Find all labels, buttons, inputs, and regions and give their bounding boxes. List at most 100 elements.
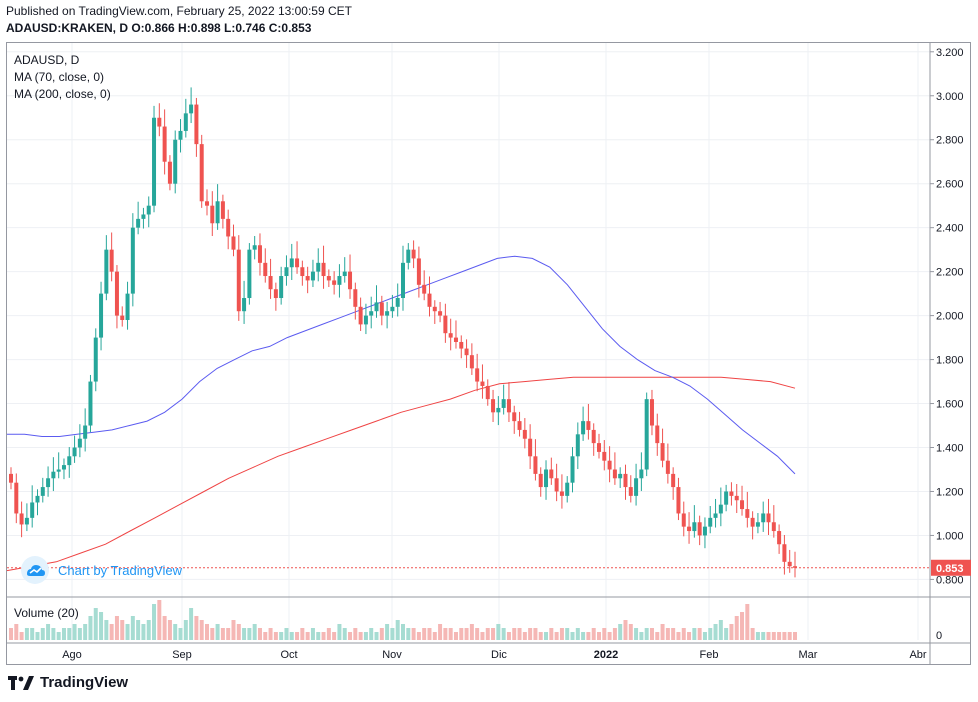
candle-body [575,434,580,457]
volume-bar [740,612,745,640]
volume-bar [750,628,755,640]
price-tick-label: 2.000 [936,311,964,323]
candle-body [141,214,146,219]
candle-body [284,267,289,277]
price-tick-label: 1.200 [936,486,964,498]
volume-bar [787,632,792,640]
candle-body [136,218,141,228]
volume-bar [35,632,40,640]
volume-bar [247,628,252,640]
time-tick-label: Dic [491,649,507,661]
candle-body [448,333,453,338]
candle-body [268,276,273,290]
volume-bar [358,632,363,640]
volume-bar [453,632,458,640]
volume-bar [734,616,739,640]
time-tick-label: Abr [909,649,926,661]
volume-bar [554,632,559,640]
volume-bar [210,628,215,640]
volume-bar [24,628,29,640]
volume-bar [395,620,400,640]
volume-bar [565,628,570,640]
volume-bar [332,632,337,640]
candle-body [570,456,575,483]
candle-body [761,513,766,523]
footer-brand[interactable]: TradingView [8,674,128,691]
candle-body [289,258,294,268]
volume-bar [475,628,480,640]
volume-bar [612,628,617,640]
volume-bar [538,632,543,640]
volume-bar [146,620,151,640]
volume-bar [231,620,236,640]
candle-body [46,478,51,488]
volume-bar [655,632,660,640]
candle-body [644,399,649,470]
volume-bar [385,624,390,640]
candle-body [152,117,157,206]
candle-body [517,421,522,430]
volume-label: Volume (20) [14,606,79,620]
candle-body [189,104,194,114]
volume-bar [284,628,289,640]
candle-body [9,473,13,483]
grid [7,43,930,640]
candle-body [109,249,114,272]
volume-bar [236,624,241,640]
volume-bar [660,624,665,640]
candle-body [19,513,24,525]
candle-body [607,460,612,470]
candle-body [427,293,432,307]
candle-body [438,311,443,316]
candle-body [512,412,517,422]
volume-bar [724,628,729,640]
volume-bar [544,632,549,640]
candle-body [385,311,390,316]
candle-body [273,289,278,299]
chart-by-badge[interactable]: Chart by TradingView [20,555,182,585]
candle-body [279,276,284,299]
volume-bar [162,616,167,640]
candle-body [77,438,82,448]
candle-body [231,236,236,250]
volume-bar [708,628,713,640]
candle-body [353,289,358,307]
candle-body [771,522,776,532]
volume-bar [506,632,511,640]
volume-bar [342,628,347,640]
volume-bar [702,632,707,640]
candle-body [681,513,686,527]
volume-bar [9,628,13,640]
volume-bar [713,624,718,640]
volume-bar [56,632,61,640]
chart-frame [6,42,971,665]
candle-body [411,249,416,259]
volume-bar [644,628,649,640]
volume-bar [634,628,639,640]
candle-body [713,513,718,518]
price-tick-label: 2.200 [936,267,964,279]
volume-bar [369,628,374,640]
volume-bar [517,628,522,640]
candle-body [559,491,564,496]
candle-body [443,315,448,334]
published-line: Published on TradingView.com, February 2… [6,4,352,18]
volume-bar [268,628,273,640]
candle-body [581,421,586,435]
volume-bar [136,620,141,640]
volume-bar [141,624,146,640]
candle-body [469,355,474,369]
price-tick-label: 2.800 [936,135,964,147]
candle-body [242,298,247,312]
volume-bar [681,628,686,640]
candle-body [257,245,262,263]
volume-bar [46,624,51,640]
candle-body [687,526,692,532]
candle-body [777,531,782,545]
candle-body [544,469,549,488]
volume-bar [522,632,527,640]
candle-body [755,522,760,527]
candle-body [300,267,305,277]
volume-bar [167,620,172,640]
